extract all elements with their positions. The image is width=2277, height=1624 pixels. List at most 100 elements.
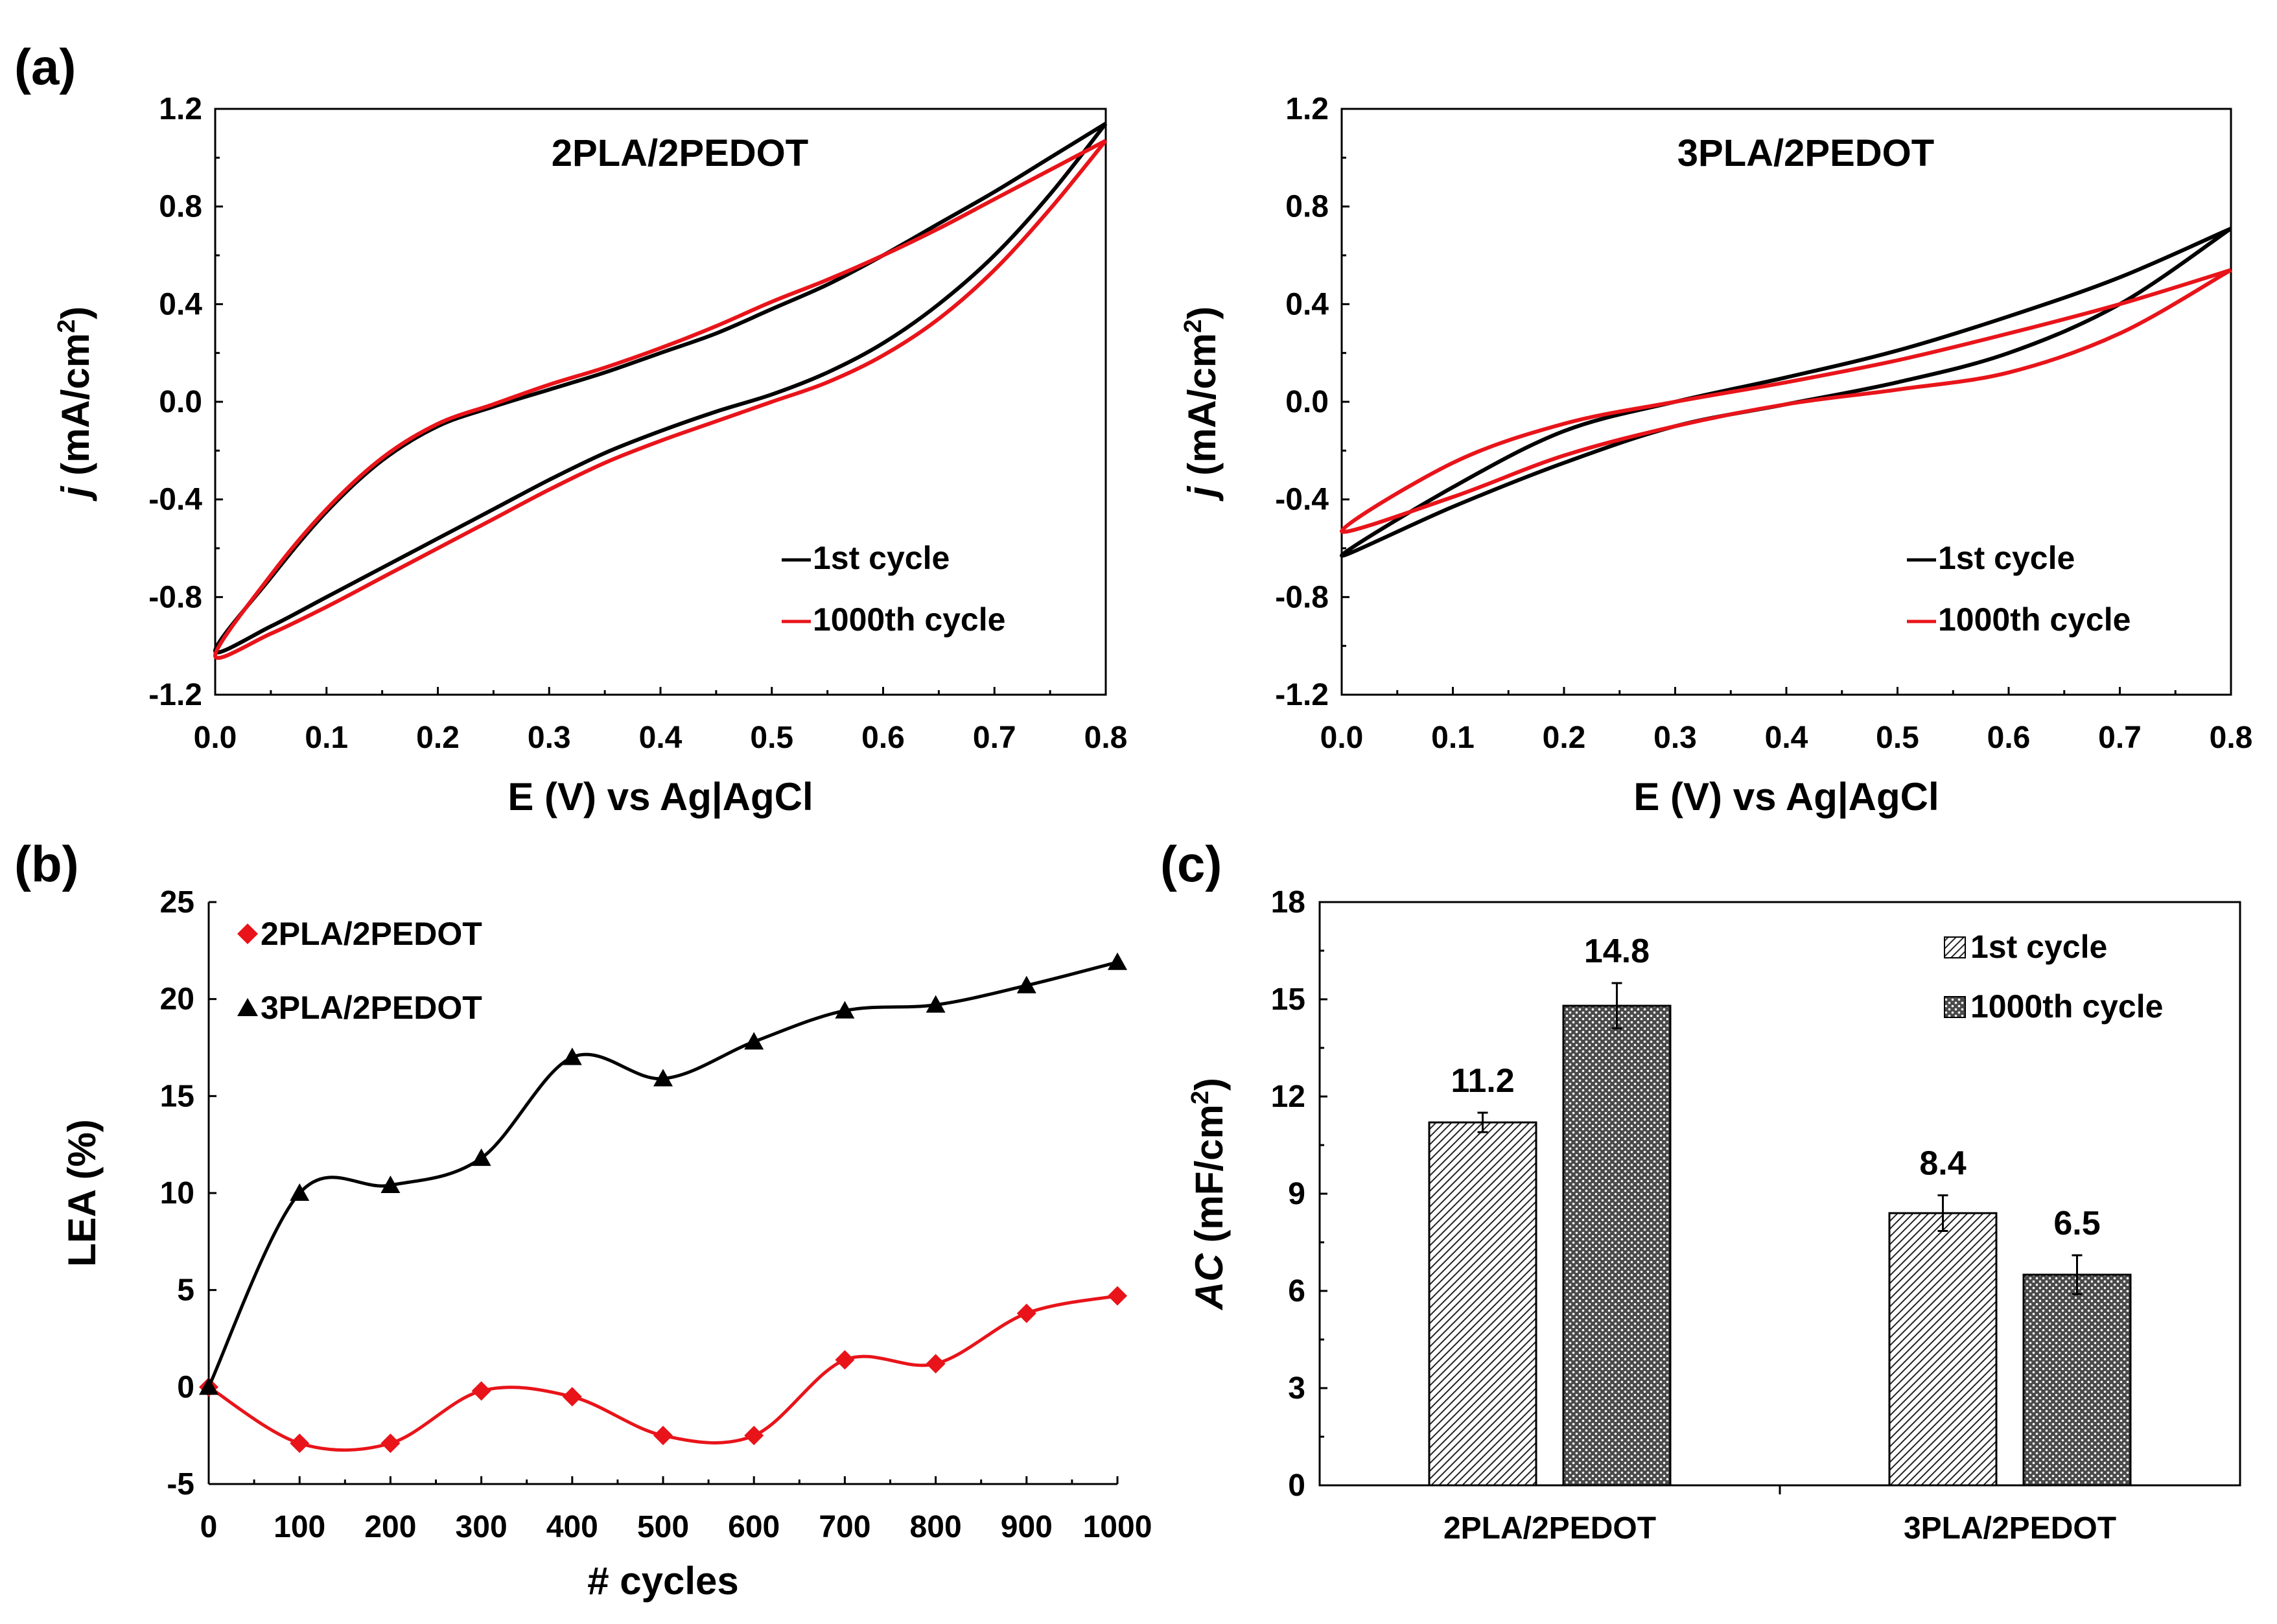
ac-bar-cycle1 [1428,1121,1537,1487]
lea-y-tick-label: 0 [177,1370,194,1404]
lea-y-tick-label: 20 [160,982,194,1017]
ac-y-tick-label: 6 [1288,1274,1305,1308]
lea-legend-marker-3pla [237,998,258,1016]
lea-x-tick-label: 800 [910,1510,962,1544]
lea-series-2pla-marker [1016,1303,1036,1323]
panel-label-a: (a) [14,38,76,95]
lea-series-3pla-marker [1108,952,1127,970]
lea-legend-marker-2pla [237,923,258,944]
ac-bar-chart: 0 3 6 9 12 15 18 2PLA/2PEDOT 11.2 14.8 3PLA/2PEDOT… [1187,885,2241,1546]
ac-y-tick-label: 18 [1271,885,1305,920]
cv-2pla-title: 2PLA/2PEDOT [552,132,808,174]
lea-series-2pla-marker [471,1381,491,1401]
ac-bar-cycle1000-data-label: 6.5 [2053,1205,2100,1242]
cv-2pla-y-tick-label: 0.8 [159,190,202,224]
ac-legend-swatch-cycle1 [1944,936,1966,958]
lea-series-2pla-marker [562,1387,582,1407]
panel-label-c: (c) [1160,835,1222,892]
cv-3pla-x-tick-label: 0.6 [1987,721,2031,755]
cv-3pla-y-tick-label: 0.0 [1285,385,1329,419]
cv-3pla-y-tick-label: 0.4 [1285,287,1329,321]
ac-bar-cycle1-data-label: 8.4 [1919,1145,1966,1183]
lea-series-3pla-marker [926,995,946,1013]
lea-series-2pla-marker [290,1433,310,1454]
lea-series-3pla-marker [835,1001,855,1019]
lea-chart: 0 100 200 300 400 500 600 700 800 900 1000-5051015… [60,885,1152,1603]
cv-3pla-y-axis-title: j (mA/cm2) [1180,307,1224,502]
cv-2pla-x-tick-label: 0.1 [305,721,348,755]
lea-series-3pla-marker [744,1032,764,1050]
cv-3pla-legend-label: 1st cycle [1938,540,2075,576]
ac-legend-label: 1000th cycle [1970,988,2163,1025]
cv-2pla-x-tick-label: 0.7 [973,721,1016,755]
lea-x-tick-label: 0 [200,1510,218,1544]
cv-2pla-x-tick-label: 0.6 [861,721,905,755]
cv-2pla-y-tick-label: 1.2 [159,92,202,126]
cv-2pla-legend-label: 1st cycle [813,540,950,576]
cv-3pla-x-tick-label: 0.3 [1653,721,1697,755]
cv-3pla-x-axis-title: E (V) vs Ag|AgCl [1633,775,1939,819]
ac-y-tick-label: 3 [1288,1371,1305,1406]
cv-2pla-x-tick-label: 0.8 [1084,721,1128,755]
cv-3pla-y-tick-label: -0.8 [1275,580,1329,614]
lea-series-2pla-marker [653,1426,673,1446]
ac-y-axis-title: AC (mF/cm2) [1187,1078,1231,1311]
lea-y-tick-label: -5 [167,1467,194,1502]
cv-3pla-x-tick-label: 0.0 [1320,721,1364,755]
cv-2pla-x-tick-label: 0.5 [750,721,793,755]
lea-y-tick-label: 15 [160,1079,194,1113]
ac-category-label: 3PLA/2PEDOT [1904,1511,2116,1546]
ac-y-tick-label: 15 [1271,982,1305,1017]
cv-3pla-x-tick-label: 0.1 [1431,721,1475,755]
cv-2pla-x-tick-label: 0.0 [194,721,237,755]
cv-2pla-y-axis-title: j (mA/cm2) [53,307,97,502]
lea-series-3pla-marker [471,1148,491,1166]
lea-y-tick-label: 5 [177,1273,194,1308]
cv-3pla-series-cycle1 [1339,226,2232,558]
lea-x-axis-title: # cycles [587,1559,739,1603]
lea-series-2pla-marker [380,1433,401,1454]
ac-category-label: 2PLA/2PEDOT [1443,1511,1656,1546]
cv-chart-3pla: 0.0 0.1 0.2 0.3 0.4 0.5 0.6 0.7 0.8 -1.2 -0.8 -0.4 0… [1180,92,2252,819]
lea-x-tick-label: 1000 [1083,1510,1152,1544]
cv-2pla-x-tick-label: 0.3 [528,721,571,755]
lea-series-3pla-marker [1016,975,1036,993]
lea-x-tick-label: 200 [364,1510,416,1544]
cv-2pla-y-tick-label: 0.4 [159,287,202,321]
ac-bar-cycle1000 [2022,1273,2132,1487]
lea-y-tick-label: 10 [160,1176,194,1211]
lea-series-3pla-marker [653,1069,673,1087]
lea-x-tick-label: 400 [546,1510,598,1544]
cv-2pla-x-tick-label: 0.2 [416,721,460,755]
lea-series-3pla-marker [380,1176,401,1194]
lea-series-3pla-marker [562,1047,582,1065]
cv-3pla-y-tick-label: 0.8 [1285,190,1329,224]
cv-2pla-x-axis-title: E (V) vs Ag|AgCl [508,775,813,819]
panel-label-b: (b) [14,835,79,892]
ac-y-tick-label: 12 [1271,1080,1305,1114]
cv-3pla-x-tick-label: 0.8 [2210,721,2253,755]
lea-legend-label: 3PLA/2PEDOT [261,990,482,1026]
lea-legend-label: 2PLA/2PEDOT [261,916,482,952]
ac-y-tick-label: 0 [1288,1468,1305,1503]
cv-2pla-legend-label: 1000th cycle [813,601,1005,638]
lea-x-tick-label: 700 [819,1510,870,1544]
cv-3pla-y-tick-label: -0.4 [1275,483,1329,517]
ac-legend-swatch-cycle1000 [1944,996,1966,1018]
cv-2pla-y-tick-label: -0.8 [148,580,202,614]
lea-series-2pla-marker [744,1426,764,1446]
lea-y-tick-label: 25 [160,885,194,920]
lea-x-tick-label: 500 [637,1510,689,1544]
cv-chart-2pla: 0.0 0.1 0.2 0.3 0.4 0.5 0.6 0.7 0.8 -1.2 -0.8 -0.4 0… [53,92,1127,819]
ac-bar-cycle1000-data-label: 14.8 [1584,933,1650,970]
lea-series-2pla-marker [835,1350,855,1370]
lea-x-tick-label: 300 [456,1510,508,1544]
cv-2pla-series-cycle1 [213,122,1108,655]
cv-2pla-y-tick-label: 0.0 [159,385,202,419]
lea-y-axis-title: LEA (%) [60,1119,104,1267]
cv-2pla-y-tick-label: -0.4 [148,483,202,517]
lea-x-tick-label: 900 [1001,1510,1053,1544]
cv-3pla-legend-label: 1000th cycle [1938,601,2131,638]
cv-3pla-x-tick-label: 0.4 [1765,721,1808,755]
